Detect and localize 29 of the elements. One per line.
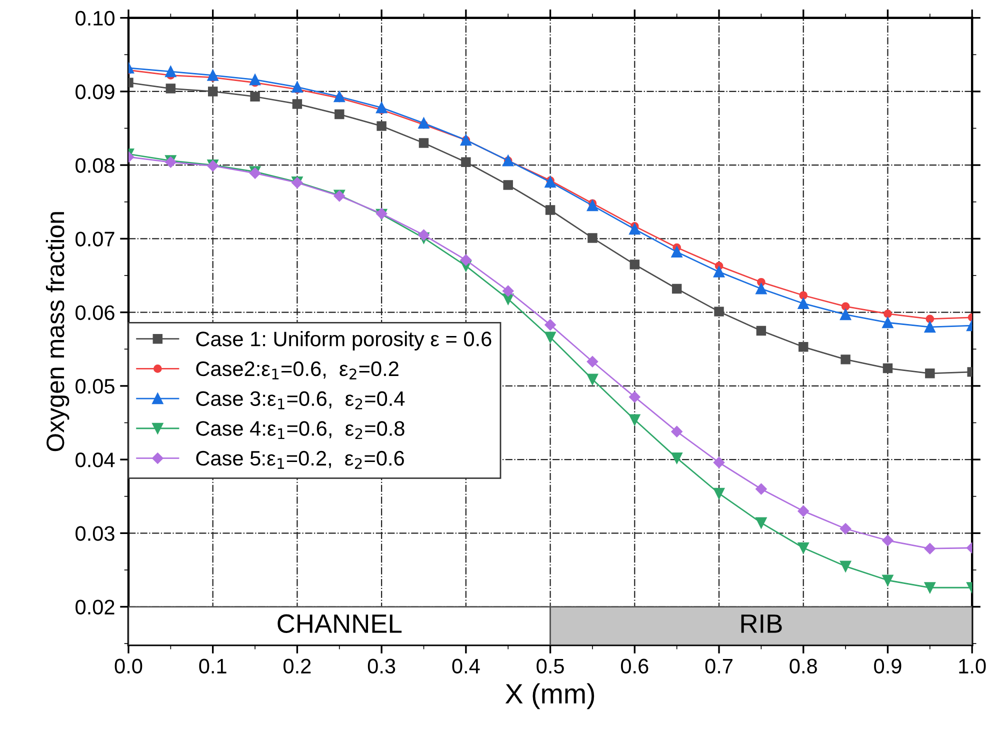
x-tick-label: 0.4 <box>452 658 480 674</box>
y-tick-label: 0.05 <box>76 378 114 394</box>
x-axis-title: X (mm) <box>505 683 594 710</box>
y-tick-label: 0.03 <box>76 526 114 541</box>
y-tick-label: 0.04 <box>76 452 115 468</box>
x-tick-label: 0.0 <box>114 658 142 674</box>
y-tick-label: 0.09 <box>76 84 114 100</box>
legend-label: Case 4:ε$_{1}$=0.6, ε$_{2}$=0.8 <box>196 421 404 440</box>
x-tick-label: 0.2 <box>284 658 311 674</box>
band-label: RIB <box>741 614 782 633</box>
x-tick-label: 0.8 <box>790 658 817 674</box>
x-tick-label: 0.9 <box>874 658 902 674</box>
x-tick-label: 0.1 <box>199 658 226 674</box>
y-tick-label: 0.10 <box>76 10 114 26</box>
y-axis-title: Oxygen mass fraction <box>46 212 70 452</box>
legend-label: Case2:ε$_{1}$=0.6, ε$_{2}$=0.2 <box>196 361 398 380</box>
legend-label: Case 3:ε$_{1}$=0.6, ε$_{2}$=0.4 <box>196 391 405 410</box>
y-tick-label: 0.07 <box>76 232 114 246</box>
legend-label: Case 1: Uniform porosity ε = 0.6 <box>196 331 492 350</box>
x-tick-label: 0.7 <box>705 658 732 674</box>
band-label: CHANNEL <box>278 614 402 633</box>
x-tick-label: 0.6 <box>620 658 648 674</box>
y-tick-label: 0.02 <box>76 600 114 615</box>
legend-label: Case 5:ε$_{1}$=0.2, ε$_{2}$=0.6 <box>196 450 404 469</box>
y-tick-label: 0.06 <box>76 305 114 320</box>
x-tick-label: 0.3 <box>368 658 396 674</box>
y-tick-label: 0.08 <box>76 158 114 173</box>
x-tick-label: 1.0 <box>959 658 986 674</box>
x-tick-label: 0.5 <box>536 658 564 674</box>
